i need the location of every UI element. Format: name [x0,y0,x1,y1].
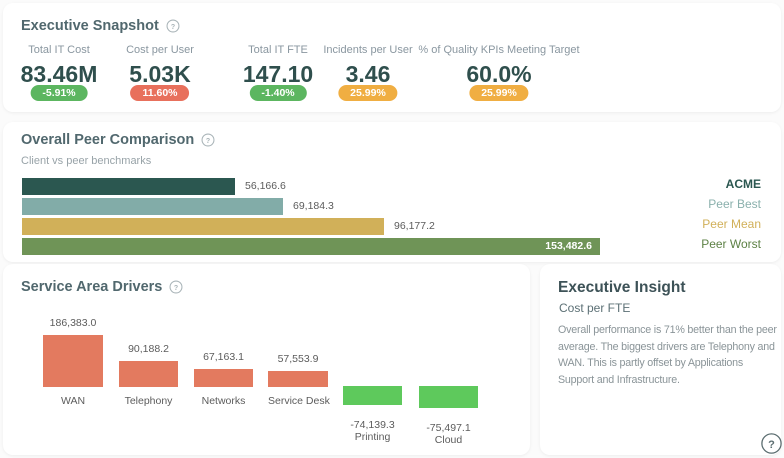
svg-text:?: ? [171,24,175,31]
svg-text:?: ? [174,285,178,292]
svg-text:?: ? [206,138,210,145]
svg-text:?: ? [768,439,775,451]
